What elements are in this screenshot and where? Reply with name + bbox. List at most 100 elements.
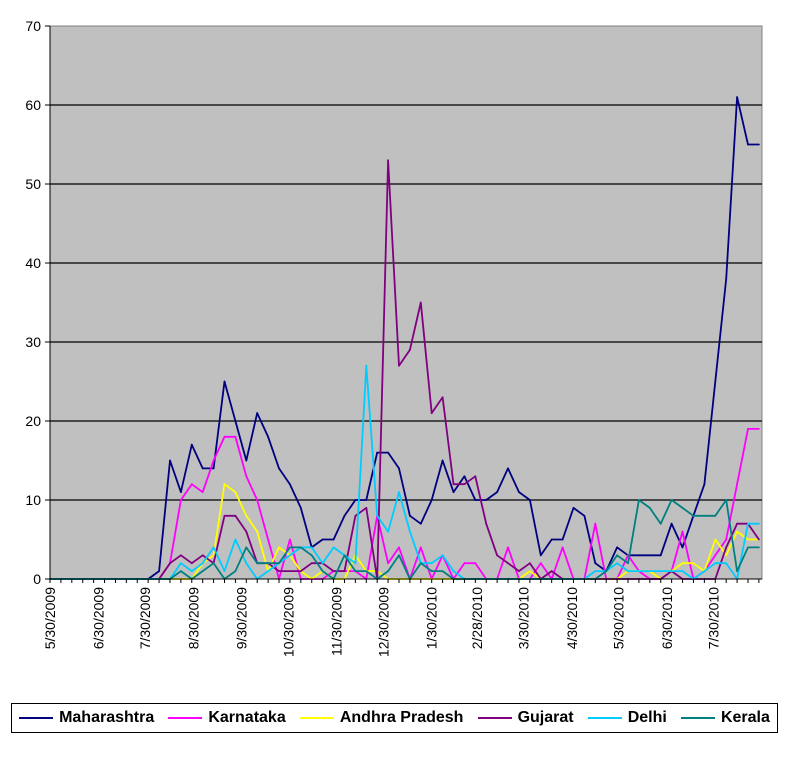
data-point-maharashtra [332, 538, 335, 541]
data-point-kerala [725, 499, 728, 501]
data-point-delhi [354, 562, 357, 565]
data-point-kerala [616, 554, 618, 557]
data-point-kerala [648, 507, 651, 509]
data-point-maharashtra [354, 499, 357, 501]
data-point-kerala [627, 562, 629, 565]
data-point-delhi [180, 562, 182, 565]
data-point-delhi [289, 554, 291, 557]
legend-label-gujarat: Gujarat [517, 709, 574, 726]
data-point-maharashtra [659, 554, 662, 557]
legend: Maharashtra Karnataka Andhra Pradesh Guj… [11, 703, 778, 733]
x-tick-label: 1/30/2010 [424, 587, 440, 649]
data-point-delhi [714, 562, 717, 565]
data-point-andhra-pradesh [692, 562, 695, 565]
data-point-delhi [223, 570, 226, 572]
data-point-maharashtra [201, 467, 204, 470]
data-point-kerala [387, 570, 389, 572]
data-point-kerala [256, 562, 259, 565]
legend-swatch-gujarat [477, 717, 512, 719]
data-point-karnataka [419, 546, 422, 549]
data-point-gujarat [343, 570, 346, 572]
data-point-maharashtra [725, 277, 728, 280]
data-point-maharashtra [430, 499, 433, 501]
data-point-maharashtra [409, 514, 411, 517]
data-point-karnataka [201, 491, 204, 493]
x-tick-label: 8/30/2009 [185, 587, 201, 649]
x-tick-label: 7/30/2009 [137, 587, 153, 649]
data-point-maharashtra [561, 538, 564, 541]
data-point-karnataka [256, 499, 259, 501]
data-point-gujarat [550, 570, 553, 572]
data-point-gujarat [354, 514, 357, 517]
data-point-kerala [321, 570, 324, 572]
data-point-gujarat [299, 570, 302, 572]
data-point-gujarat [419, 301, 422, 304]
data-point-maharashtra [212, 467, 215, 470]
data-point-karnataka [758, 428, 760, 430]
data-point-kerala [234, 570, 237, 572]
legend-item-delhi: Delhi [587, 709, 667, 727]
data-point-karnataka [736, 483, 738, 486]
data-point-karnataka [539, 562, 542, 565]
data-point-maharashtra [158, 570, 161, 572]
y-tick-label: 30 [25, 334, 41, 350]
data-point-maharashtra [670, 522, 673, 525]
data-point-delhi [703, 570, 706, 572]
data-point-maharashtra [496, 491, 498, 493]
data-point-kerala [267, 562, 269, 565]
data-point-maharashtra [616, 546, 618, 549]
data-point-gujarat [725, 546, 728, 549]
data-point-delhi [190, 570, 193, 572]
data-point-delhi [376, 514, 379, 517]
data-point-maharashtra [321, 538, 324, 541]
data-point-delhi [212, 546, 215, 549]
legend-swatch-karnataka [168, 717, 203, 719]
data-point-maharashtra [376, 451, 379, 454]
data-point-gujarat [169, 562, 171, 565]
data-point-karnataka [474, 562, 477, 565]
y-tick-label: 20 [25, 413, 41, 429]
legend-label-maharashtra: Maharashtra [59, 709, 155, 726]
data-point-maharashtra [278, 467, 280, 470]
legend-label-karnataka: Karnataka [208, 709, 286, 726]
data-point-karnataka [190, 483, 193, 486]
data-point-andhra-pradesh [529, 570, 531, 572]
data-point-delhi [594, 570, 597, 572]
data-point-maharashtra [387, 451, 389, 454]
data-point-delhi [452, 570, 455, 572]
data-point-maharashtra [594, 562, 597, 565]
data-point-gujarat [223, 514, 226, 517]
data-point-delhi [310, 546, 313, 549]
data-point-kerala [365, 570, 368, 572]
data-point-maharashtra [223, 380, 226, 383]
data-point-kerala [714, 514, 717, 517]
data-point-gujarat [485, 522, 488, 525]
data-point-kerala [430, 570, 433, 572]
data-point-kerala [659, 522, 662, 525]
data-point-maharashtra [714, 380, 717, 383]
data-point-maharashtra [234, 420, 237, 422]
data-point-kerala [289, 546, 291, 549]
data-point-maharashtra [507, 467, 509, 470]
data-point-kerala [419, 562, 422, 565]
data-point-karnataka [747, 428, 749, 430]
data-point-maharashtra [256, 412, 259, 414]
data-point-gujarat [529, 562, 531, 565]
data-point-delhi [430, 562, 433, 565]
data-point-gujarat [496, 554, 498, 557]
data-point-delhi [681, 570, 684, 572]
data-point-gujarat [310, 562, 313, 565]
data-point-gujarat [398, 364, 400, 367]
data-point-maharashtra [638, 554, 640, 557]
data-point-maharashtra [681, 546, 684, 549]
data-point-gujarat [365, 507, 368, 509]
x-axis: 5/30/2009 6/30/2009 7/30/2009 8/30/2009 9/30… [42, 578, 762, 657]
y-tick-label: 60 [25, 97, 41, 113]
x-tick-label: 5/30/2009 [42, 587, 58, 649]
data-point-kerala [201, 570, 204, 572]
data-point-andhra-pradesh [736, 530, 738, 533]
data-point-gujarat [289, 570, 291, 572]
data-point-maharashtra [758, 143, 760, 146]
legend-swatch-delhi [587, 717, 622, 719]
data-point-andhra-pradesh [681, 562, 684, 565]
